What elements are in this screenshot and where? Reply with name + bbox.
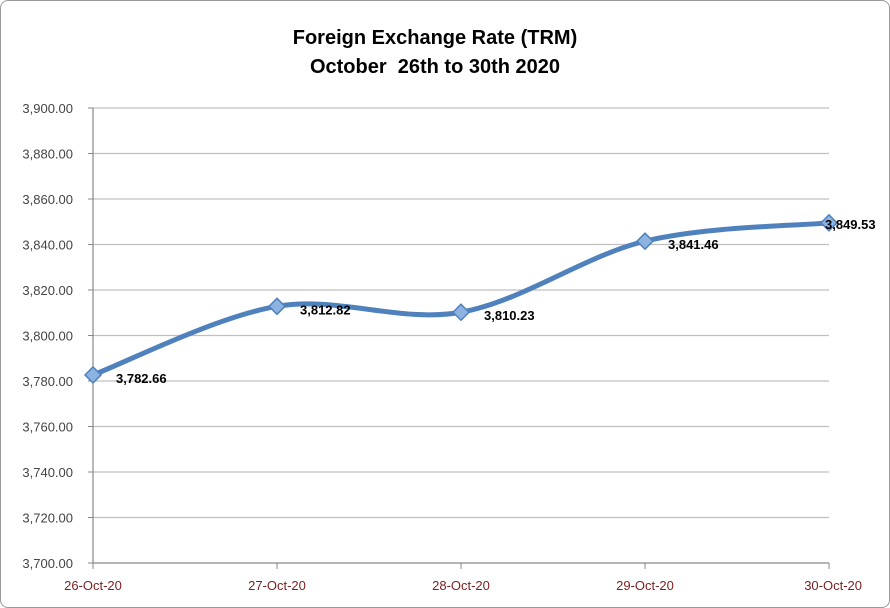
y-tick-label: 3,840.00 [22,238,73,253]
x-tick-labels: 26-Oct-20 27-Oct-20 28-Oct-20 29-Oct-20 30-O… [64,578,862,593]
data-point-marker [451,303,471,322]
data-label: 3,810.23 [484,308,535,323]
axes [88,107,830,569]
data-point-marker [635,232,655,251]
y-tick-label: 3,800.00 [22,329,73,344]
y-tick-label: 3,900.00 [22,101,73,116]
chart-subtitle: October 26th to 30th 2020 [310,56,560,78]
y-tick-label: 3,700.00 [22,556,73,571]
x-tick-label: 30-Oct-20 [804,578,862,593]
data-point-marker [83,365,103,385]
y-tick-label: 3,760.00 [22,420,73,435]
x-tick-label: 27-Oct-20 [248,578,306,593]
y-tick-label: 3,720.00 [22,511,73,526]
y-tick-labels: 3,700.00 3,720.00 3,740.00 3,760.00 3,780.00… [22,101,73,571]
x-tick-label: 26-Oct-20 [64,578,122,593]
data-label: 3,782.66 [116,371,167,386]
data-labels: 3,782.66 3,812.82 3,810.23 3,841.46 3,849.53 [116,217,876,386]
x-tick-label: 28-Oct-20 [432,578,490,593]
data-label: 3,841.46 [668,237,719,252]
markers [83,213,839,385]
x-tick-label: 29-Oct-20 [616,578,674,593]
chart-title: Foreign Exchange Rate (TRM) [293,27,577,49]
data-label: 3,849.53 [825,217,876,232]
grid-lines [93,107,829,519]
y-tick-label: 3,880.00 [22,147,73,162]
y-tick-label: 3,740.00 [22,465,73,480]
y-tick-label: 3,780.00 [22,374,73,389]
data-point-marker [819,213,839,232]
data-point-marker [267,297,287,316]
y-tick-label: 3,820.00 [22,283,73,298]
y-tick-label: 3,860.00 [22,192,73,207]
data-label: 3,812.82 [300,302,351,317]
